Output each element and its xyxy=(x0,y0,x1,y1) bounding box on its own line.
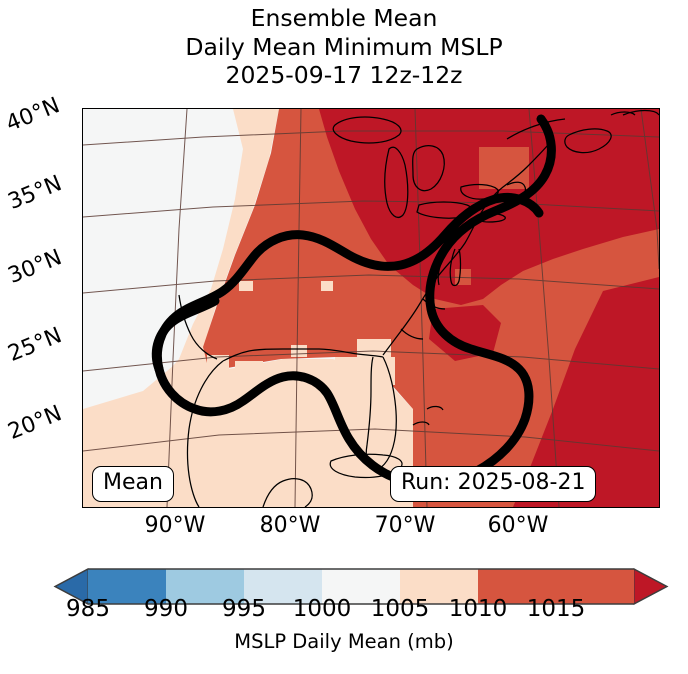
mean-label-box: Mean xyxy=(92,466,174,502)
band-over-1015 xyxy=(319,109,659,305)
colorbar-gradient xyxy=(53,568,669,605)
colorbar-axis-label: MSLP Daily Mean (mb) xyxy=(234,630,454,653)
cb-seg-1010-1015 xyxy=(478,569,556,604)
colorbar-outline xyxy=(53,568,669,605)
colorbar-over-arrow xyxy=(633,568,669,605)
title-line-2: Daily Mean Minimum MSLP xyxy=(185,32,503,61)
lon-label-70w: 70°W xyxy=(374,513,436,538)
colorbar-tick-1010: 1010 xyxy=(448,596,508,622)
lat-label-25n: 25°N xyxy=(4,323,66,367)
map-plot-area[interactable] xyxy=(82,108,660,508)
colorbar-tick-985: 985 xyxy=(66,596,110,622)
mslp-mean-contour xyxy=(152,114,556,489)
run-date-box: Run: 2025-08-21 xyxy=(390,466,597,502)
colorbar-tick-1005: 1005 xyxy=(370,596,430,622)
colorbar-tick-995: 995 xyxy=(222,596,266,622)
cb-seg-985-990 xyxy=(88,569,166,604)
title-line-3: 2025-09-17 12z-12z xyxy=(225,61,463,89)
cb-seg-995-1000 xyxy=(244,569,322,604)
lat-label-30n: 30°N xyxy=(4,245,66,289)
cb-seg-over xyxy=(556,569,634,604)
graticule xyxy=(83,109,659,507)
chart-title: Ensemble Mean Daily Mean Minimum MSLP 20… xyxy=(0,4,688,90)
colorbar-tick-1000: 1000 xyxy=(292,596,352,622)
cb-seg-1000-1005 xyxy=(322,569,400,604)
lat-label-35n: 35°N xyxy=(4,171,66,215)
lon-label-90w: 90°W xyxy=(144,513,206,538)
coastlines xyxy=(178,109,659,507)
lat-label-20n: 20°N xyxy=(4,401,66,445)
map-contour-fill xyxy=(83,109,659,507)
lon-label-60w: 60°W xyxy=(487,513,549,538)
cb-seg-990-995 xyxy=(166,569,244,604)
lat-label-40n: 40°N xyxy=(2,93,64,137)
colorbar-tick-990: 990 xyxy=(144,596,188,622)
title-line-1: Ensemble Mean xyxy=(250,4,438,32)
cb-seg-1005-1010 xyxy=(400,569,478,604)
lon-label-80w: 80°W xyxy=(259,513,321,538)
colorbar[interactable]: 985 990 995 1000 1005 1010 1015 MSLP Dai… xyxy=(0,560,688,674)
colorbar-tick-1015: 1015 xyxy=(526,596,586,622)
colorbar-segments xyxy=(53,568,669,605)
